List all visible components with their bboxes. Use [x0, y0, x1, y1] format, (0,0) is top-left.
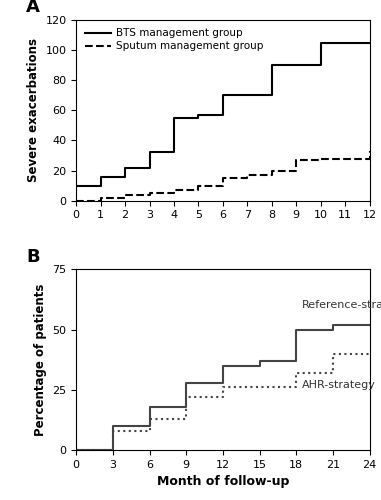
Text: Reference-strategy: Reference-strategy [303, 300, 381, 310]
Sputum management group [269, 168, 274, 173]
Sputum management group [74, 198, 78, 203]
BTS management group [319, 40, 323, 46]
Sputum management group [367, 148, 372, 154]
BTS management group [172, 150, 176, 156]
BTS management group [98, 182, 103, 188]
BTS management group [147, 164, 152, 170]
Sputum management group [147, 190, 152, 196]
BTS management group [172, 115, 176, 121]
X-axis label: Month of follow-up: Month of follow-up [157, 476, 289, 488]
Line: Sputum management group: Sputum management group [76, 151, 370, 200]
Sputum management group [319, 157, 323, 163]
Text: B: B [26, 248, 40, 266]
Sputum management group [123, 192, 127, 198]
BTS management group [74, 182, 78, 188]
Sputum management group [294, 157, 298, 163]
Line: BTS management group: BTS management group [76, 42, 370, 186]
BTS management group [98, 174, 103, 180]
Sputum management group [98, 194, 103, 200]
BTS management group [294, 62, 298, 68]
Sputum management group [245, 172, 250, 178]
Sputum management group [123, 194, 127, 200]
BTS management group [147, 150, 152, 156]
BTS management group [123, 164, 127, 170]
Sputum management group [98, 198, 103, 203]
Sputum management group [221, 182, 225, 188]
Sputum management group [221, 175, 225, 181]
Sputum management group [172, 187, 176, 193]
Sputum management group [196, 182, 201, 188]
BTS management group [245, 92, 250, 98]
Sputum management group [172, 190, 176, 196]
BTS management group [221, 92, 225, 98]
BTS management group [123, 174, 127, 180]
BTS management group [294, 62, 298, 68]
Y-axis label: Severe exacerbations: Severe exacerbations [27, 38, 40, 182]
Sputum management group [319, 156, 323, 162]
BTS management group [343, 40, 347, 46]
BTS management group [196, 112, 201, 118]
Legend: BTS management group, Sputum management group: BTS management group, Sputum management … [82, 25, 266, 54]
BTS management group [269, 92, 274, 98]
Sputum management group [147, 192, 152, 198]
Sputum management group [343, 156, 347, 162]
Text: A: A [26, 0, 40, 16]
BTS management group [319, 62, 323, 68]
Sputum management group [294, 168, 298, 173]
BTS management group [367, 40, 372, 46]
BTS management group [269, 62, 274, 68]
Sputum management group [269, 172, 274, 178]
BTS management group [221, 112, 225, 118]
BTS management group [196, 115, 201, 121]
Y-axis label: Percentage of patients: Percentage of patients [34, 284, 47, 436]
Text: AHR-strategy: AHR-strategy [303, 380, 376, 390]
BTS management group [245, 92, 250, 98]
Sputum management group [245, 175, 250, 181]
Sputum management group [196, 187, 201, 193]
